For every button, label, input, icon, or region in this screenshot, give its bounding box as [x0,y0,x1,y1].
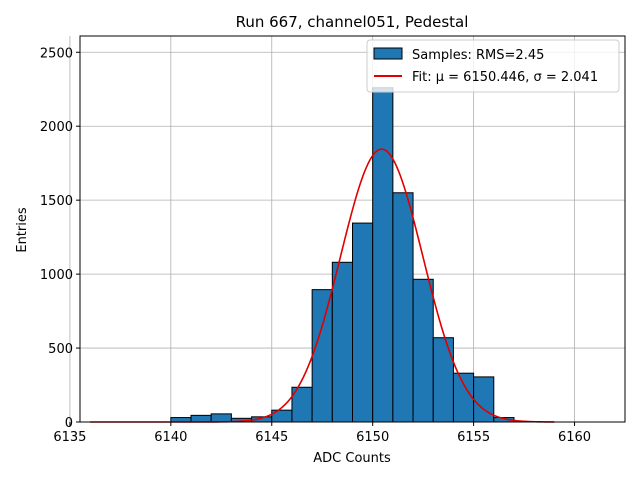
histogram-bar [331,261,354,423]
histogram-bar [190,414,212,423]
histogram-bars [170,87,515,423]
legend: Samples: RMS=2.45 Fit: μ = 6150.446, σ =… [366,39,620,93]
legend-fit-label: Fit: μ = 6150.446, σ = 2.041 [412,70,598,85]
legend-box [366,39,620,93]
histogram-bar [392,192,414,423]
histogram-bar [432,337,454,423]
x-tick-label: 6150 [356,430,389,445]
histogram-bar [210,413,232,423]
x-axis-label: ADC Counts [313,451,391,466]
histogram-bar [311,289,333,423]
y-tick-label: 1000 [40,268,73,283]
plot-frame [79,35,626,423]
legend-samples-swatch [373,47,403,60]
legend-samples-label: Samples: RMS=2.45 [412,48,544,63]
x-tick-label: 6160 [558,430,591,445]
y-tick-label: 1500 [40,194,73,209]
histogram-bar [452,372,475,423]
histogram-bar [352,222,374,423]
y-tick-label: 0 [65,416,73,431]
y-tick-label: 2000 [40,120,73,135]
y-axis-label: Entries [15,207,30,253]
x-tick-label: 6140 [154,430,187,445]
x-tick-label: 6145 [255,430,288,445]
y-tick-label: 500 [48,342,73,357]
x-tick-label: 6155 [457,430,490,445]
histogram-bar [372,87,394,423]
histogram-bar [412,278,434,423]
grid [69,36,625,423]
y-axis-ticks: 0 500 1000 1500 2000 2500 [40,46,80,431]
chart-title: Run 667, channel051, Pedestal [236,13,469,31]
histogram-bar [473,376,495,423]
x-tick-label: 6135 [53,430,86,445]
y-tick-label: 2500 [40,46,73,61]
x-axis-ticks: 6135 6140 6145 6150 6155 6160 [53,422,591,445]
